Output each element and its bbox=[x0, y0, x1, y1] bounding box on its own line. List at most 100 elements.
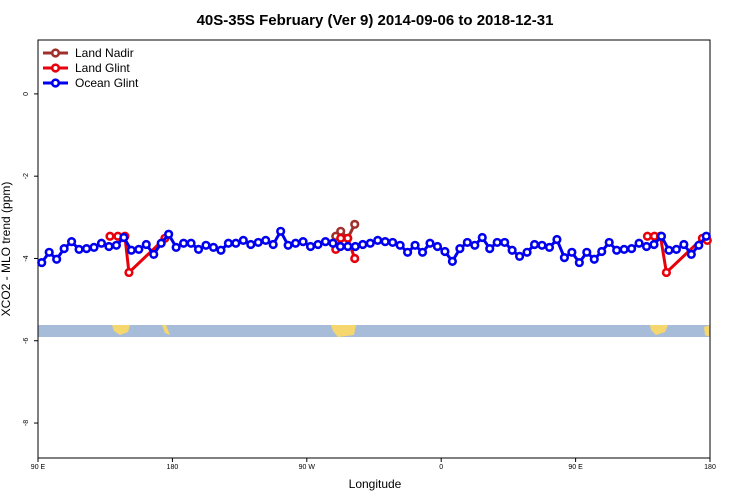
point bbox=[552, 234, 562, 245]
point bbox=[350, 241, 360, 252]
legend-label: Ocean Glint bbox=[75, 76, 139, 90]
point bbox=[544, 242, 555, 252]
y-tick-label: 0 bbox=[23, 92, 30, 96]
point bbox=[626, 243, 637, 254]
point bbox=[216, 245, 226, 255]
point bbox=[529, 239, 540, 250]
point bbox=[343, 233, 353, 243]
point bbox=[223, 238, 233, 248]
point bbox=[246, 239, 256, 250]
land-patch bbox=[112, 325, 130, 335]
point bbox=[253, 237, 263, 248]
legend-marker bbox=[50, 48, 61, 58]
y-tick-label: -8 bbox=[23, 420, 30, 426]
point bbox=[149, 249, 159, 259]
point bbox=[425, 238, 435, 248]
point bbox=[664, 245, 674, 255]
point bbox=[522, 247, 532, 257]
point bbox=[52, 254, 62, 264]
point bbox=[186, 238, 196, 248]
point bbox=[701, 231, 711, 241]
x-tick-label: 180 bbox=[704, 464, 716, 471]
point bbox=[679, 239, 689, 250]
point bbox=[298, 236, 308, 247]
point bbox=[37, 257, 47, 268]
x-tick-label: 180 bbox=[167, 464, 179, 471]
point bbox=[395, 240, 405, 250]
point bbox=[320, 236, 331, 247]
point bbox=[164, 229, 174, 239]
point bbox=[485, 243, 495, 254]
point bbox=[328, 238, 338, 248]
point bbox=[208, 242, 219, 252]
point bbox=[470, 240, 480, 250]
point bbox=[119, 232, 129, 243]
point bbox=[597, 246, 607, 257]
point bbox=[276, 226, 286, 236]
point bbox=[126, 245, 136, 255]
point bbox=[81, 243, 92, 254]
point bbox=[336, 233, 346, 243]
point bbox=[686, 249, 696, 259]
point bbox=[105, 231, 115, 241]
plot-frame bbox=[37, 39, 711, 459]
land-patch bbox=[704, 325, 710, 337]
chart-title: 40S-35S February (Ver 9) 2014-09-06 to 2… bbox=[197, 12, 554, 29]
point bbox=[380, 236, 390, 247]
point bbox=[179, 238, 189, 248]
point bbox=[589, 254, 599, 264]
point bbox=[612, 245, 622, 255]
point bbox=[537, 240, 547, 250]
point bbox=[134, 244, 144, 255]
point bbox=[124, 267, 134, 278]
y-tick-label: -6 bbox=[23, 338, 30, 344]
x-tick-label: 90 E bbox=[568, 464, 583, 471]
point bbox=[231, 238, 241, 248]
legend-marker bbox=[50, 78, 61, 88]
point bbox=[193, 244, 204, 255]
y-tick-label: -4 bbox=[23, 255, 30, 261]
point bbox=[283, 240, 293, 250]
point bbox=[447, 256, 458, 266]
point bbox=[66, 236, 77, 247]
point bbox=[350, 253, 360, 264]
point bbox=[567, 247, 577, 257]
point bbox=[388, 237, 398, 248]
point bbox=[619, 244, 629, 255]
point bbox=[656, 231, 667, 241]
point bbox=[365, 238, 375, 248]
point bbox=[694, 240, 704, 250]
point bbox=[661, 267, 671, 278]
point bbox=[313, 239, 323, 250]
y-axis-label: XCO2 - MLO trend (ppm) bbox=[0, 182, 13, 317]
point bbox=[403, 247, 413, 257]
point bbox=[582, 247, 592, 257]
point bbox=[462, 237, 472, 248]
point bbox=[514, 251, 525, 262]
point bbox=[141, 239, 151, 250]
legend-label: Land Glint bbox=[75, 61, 130, 75]
point bbox=[350, 219, 360, 229]
point bbox=[156, 238, 166, 248]
y-tick-label: -2 bbox=[23, 173, 30, 179]
legend-marker bbox=[50, 63, 61, 73]
x-tick-label: 90 W bbox=[299, 464, 316, 471]
point bbox=[649, 239, 659, 250]
point bbox=[642, 231, 653, 241]
ocean-strip bbox=[38, 325, 710, 337]
point bbox=[641, 241, 652, 252]
point bbox=[455, 243, 465, 254]
point bbox=[291, 238, 301, 248]
point bbox=[111, 240, 121, 250]
point bbox=[336, 226, 346, 236]
point bbox=[417, 247, 428, 257]
point bbox=[671, 244, 682, 255]
point bbox=[305, 241, 316, 252]
point bbox=[634, 238, 644, 248]
point bbox=[268, 239, 278, 250]
point bbox=[373, 235, 383, 245]
point bbox=[59, 243, 69, 254]
x-tick-label: 0 bbox=[439, 464, 443, 471]
